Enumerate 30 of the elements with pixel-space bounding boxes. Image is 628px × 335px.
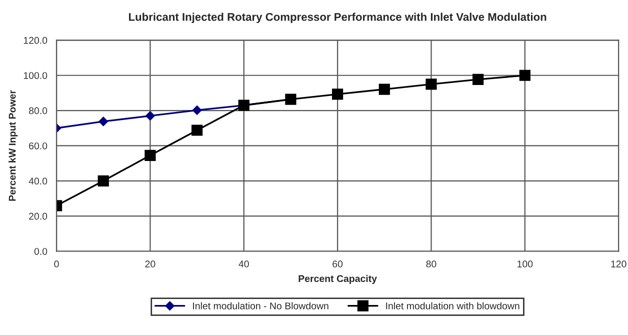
x-tick-label: 0 [54, 260, 59, 268]
legend-label: Inlet modulation with blowdown [386, 302, 520, 310]
point [519, 70, 530, 81]
y-tick-label: 40.0 [28, 178, 48, 185]
x-tick-label: 120 [611, 260, 626, 268]
y-tick-label: 20.0 [29, 212, 48, 220]
point [426, 78, 437, 90]
x-tick-label: 40 [238, 260, 249, 268]
y-axis-title: Percent kW Input Power [8, 90, 18, 201]
point [192, 106, 202, 115]
x-axis-title: Percent Capacity [298, 274, 377, 284]
y-tick-label: 80.0 [28, 107, 48, 114]
point [146, 111, 155, 120]
point [378, 84, 390, 95]
x-tick-label: 100 [518, 260, 533, 268]
x-tick-label: 80 [426, 260, 436, 268]
x-tick-label: 60 [332, 260, 343, 268]
point [191, 124, 203, 136]
point [472, 74, 484, 85]
x-tick-label: 20 [145, 260, 156, 268]
y-tick-label: 0.0 [34, 248, 48, 255]
point [332, 88, 344, 100]
y-tick-label: 100.0 [24, 72, 48, 79]
point [144, 150, 156, 161]
legend-label: Inlet modulation - No Blowdown [193, 302, 328, 310]
point [98, 175, 109, 186]
y-tick-label: 60.0 [29, 142, 48, 150]
chart-title: Lubricant Injected Rotary Compressor Performance with Inlet Valve Modulation [129, 12, 546, 24]
y-tick-label: 120.0 [24, 36, 48, 44]
point [98, 116, 108, 126]
